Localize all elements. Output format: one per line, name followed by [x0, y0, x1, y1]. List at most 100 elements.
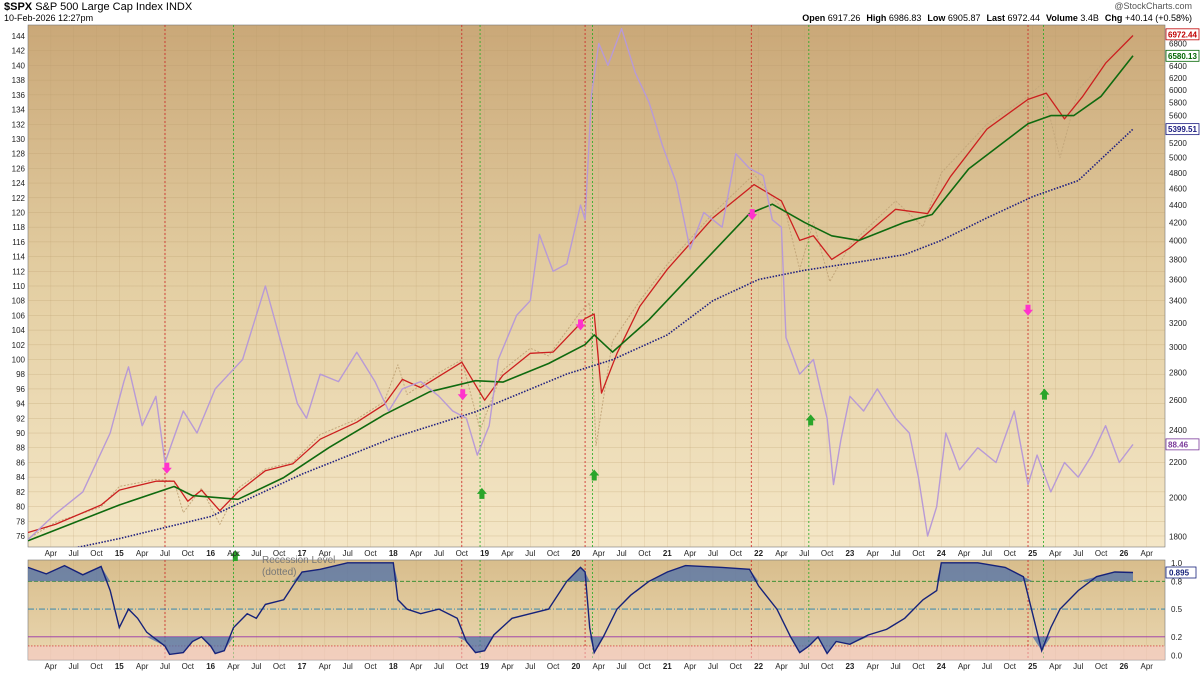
x-tick-label: Jul	[343, 662, 353, 671]
x-tick-label: Oct	[912, 662, 925, 671]
left-tick-label: 122	[12, 194, 26, 203]
left-tick-label: 100	[12, 356, 26, 365]
right-tick-label: 3600	[1169, 275, 1187, 284]
ohlc-item: Low 6905.87	[927, 13, 981, 23]
right-tick-label: 5000	[1169, 154, 1187, 163]
x-tick-label: 23	[845, 662, 854, 671]
x-tick-label: Jul	[1073, 662, 1083, 671]
x-tick-label: 25	[1028, 549, 1037, 558]
x-tick-label: Jul	[982, 549, 992, 558]
x-tick-label: Oct	[182, 549, 195, 558]
x-tick-label: 16	[206, 662, 215, 671]
left-tick-label: 106	[12, 311, 26, 320]
x-tick-label: Apr	[1049, 549, 1062, 558]
x-tick-label: Apr	[684, 662, 697, 671]
x-tick-label: Oct	[547, 662, 560, 671]
x-tick-label: Jul	[525, 662, 535, 671]
left-tick-label: 82	[16, 488, 25, 497]
left-tick-label: 112	[12, 267, 25, 276]
x-tick-label: 26	[1119, 662, 1128, 671]
x-tick-label: Oct	[456, 549, 469, 558]
right-tick-label: 6400	[1169, 62, 1187, 71]
x-tick-label: Oct	[638, 549, 651, 558]
left-tick-label: 132	[12, 120, 26, 129]
x-tick-label: 20	[571, 549, 580, 558]
x-tick-label: Oct	[273, 549, 286, 558]
x-tick-label: Oct	[821, 549, 834, 558]
buy-arrow-marker	[805, 414, 816, 426]
right-tick-label: 2400	[1169, 426, 1187, 435]
x-tick-label: 15	[115, 549, 124, 558]
x-tick-label: 22	[754, 549, 763, 558]
x-tick-label: Apr	[410, 662, 423, 671]
x-tick-label: Oct	[821, 662, 834, 671]
left-tick-label: 92	[16, 414, 25, 423]
left-tick-label: 80	[16, 503, 25, 512]
chart-date: 10-Feb-2026 12:27pm	[4, 13, 94, 23]
x-tick-label: Apr	[775, 662, 788, 671]
x-tick-label: 17	[298, 662, 307, 671]
right-tick-label: 2200	[1169, 458, 1187, 467]
x-tick-label: Apr	[501, 549, 514, 558]
x-tick-label: Apr	[319, 549, 332, 558]
x-tick-label: Apr	[501, 662, 514, 671]
value-label-box	[1165, 123, 1200, 136]
ohlc-readout: Open 6917.26 High 6986.83 Low 6905.87 Last …	[796, 13, 1192, 23]
x-tick-label: Jul	[708, 549, 718, 558]
right-tick-label: 4000	[1169, 236, 1187, 245]
x-tick-label: Apr	[867, 549, 880, 558]
x-tick-label: 17	[298, 549, 307, 558]
x-tick-label: Apr	[45, 662, 58, 671]
series-ma-long	[75, 128, 1134, 547]
ohlc-item: Last 6972.44	[986, 13, 1041, 23]
series-price	[28, 33, 1134, 540]
x-tick-label: 26	[1119, 549, 1128, 558]
ind-tick-label: 0.5	[1171, 605, 1183, 614]
indicator-label: Recession Level (dotted)	[262, 555, 335, 579]
x-tick-label: 23	[845, 549, 854, 558]
x-tick-label: Oct	[1095, 549, 1108, 558]
buy-arrow-marker	[230, 550, 241, 561]
x-tick-label: Oct	[90, 662, 103, 671]
x-tick-label: Jul	[160, 549, 170, 558]
left-tick-label: 130	[12, 135, 26, 144]
x-tick-label: 18	[389, 662, 398, 671]
x-tick-label: Jul	[616, 549, 626, 558]
right-tick-label: 2800	[1169, 369, 1187, 378]
x-tick-label: Jul	[616, 662, 626, 671]
right-tick-label: 3200	[1169, 319, 1187, 328]
buy-arrow-marker	[476, 487, 487, 499]
x-tick-label: Apr	[1049, 662, 1062, 671]
x-tick-label: Apr	[775, 549, 788, 558]
x-tick-label: 21	[663, 549, 672, 558]
x-tick-label: Apr	[136, 549, 149, 558]
indicator-label-line: Recession Level	[262, 555, 336, 566]
left-tick-label: 120	[12, 208, 26, 217]
left-tick-label: 144	[12, 32, 26, 41]
left-tick-label: 108	[12, 297, 26, 306]
x-tick-label: Apr	[319, 662, 332, 671]
x-tick-label: Jul	[434, 662, 444, 671]
x-tick-label: Oct	[730, 662, 743, 671]
x-tick-label: Jul	[343, 549, 353, 558]
x-tick-label: Jul	[799, 662, 809, 671]
x-tick-label: 21	[663, 662, 672, 671]
left-tick-label: 86	[16, 458, 25, 467]
value-label-box	[1165, 438, 1200, 451]
x-tick-label: Apr	[227, 662, 240, 671]
x-tick-label: 25	[1028, 662, 1037, 671]
x-tick-label: Jul	[890, 549, 900, 558]
x-tick-label: 22	[754, 662, 763, 671]
ind-value-box	[1165, 566, 1197, 579]
right-tick-label: 2600	[1169, 396, 1187, 405]
ind-tick-label: 0.8	[1171, 577, 1183, 586]
right-tick-label: 6000	[1169, 86, 1187, 95]
indicator-line	[28, 562, 1134, 656]
series-ma-mid	[28, 55, 1134, 542]
series-indicator	[28, 28, 1134, 541]
x-tick-label: 16	[206, 549, 215, 558]
left-tick-label: 124	[12, 179, 26, 188]
right-tick-label: 1800	[1169, 533, 1187, 542]
